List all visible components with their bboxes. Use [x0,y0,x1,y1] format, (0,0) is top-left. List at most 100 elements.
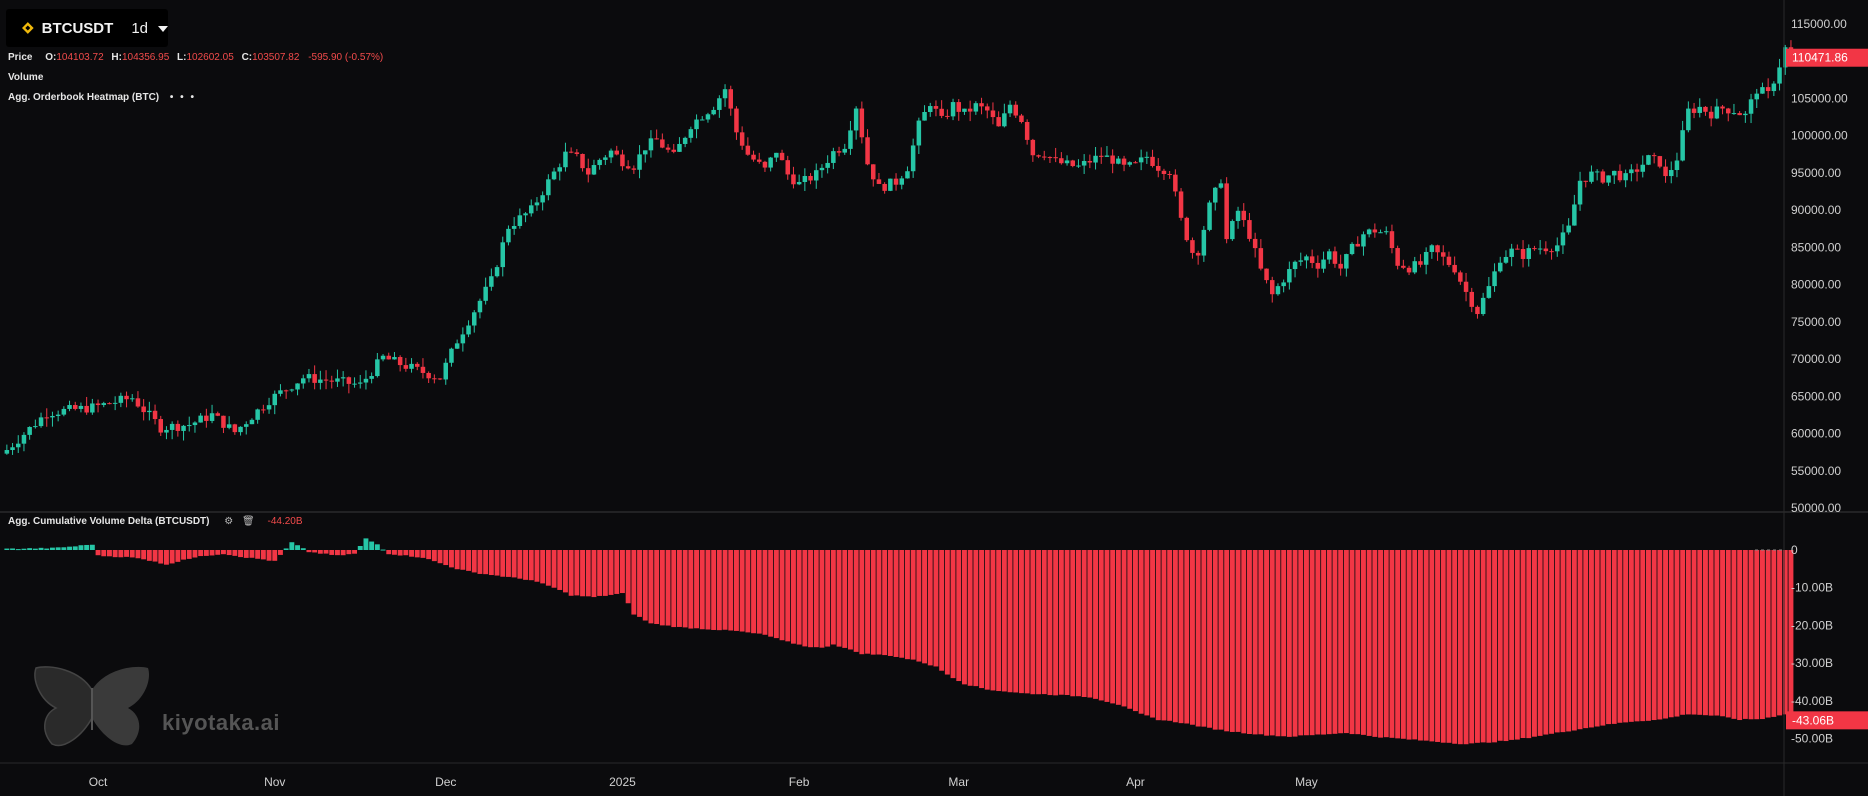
cvd-bar [1064,550,1070,695]
candle-body [61,408,67,415]
more-options-icon[interactable]: • • • [169,92,196,103]
settings-icon[interactable]: ⚙ [224,516,234,527]
cvd-bar [1019,550,1024,694]
candle-body [660,139,665,148]
candle-body [1423,251,1429,265]
cvd-bar [865,550,870,654]
cvd-bar [728,550,734,631]
candle-body [1361,234,1366,247]
cvd-bar [608,550,614,595]
candle-body [460,334,466,344]
cvd-bar [1429,550,1435,742]
cvd-bar [1366,550,1372,736]
cvd-bar [260,550,266,560]
cvd-bar [357,546,363,550]
candle-body [1771,83,1777,92]
candle-body [882,183,887,191]
cvd-bar [922,550,927,664]
candle-body [158,419,163,433]
cvd-bar [1560,550,1566,733]
candle-body [1418,261,1423,265]
candle-body [358,382,363,384]
candle-body [306,374,312,379]
candle-body [169,423,175,430]
cvd-bar [545,550,551,586]
cvd-bar [1480,550,1486,743]
cvd-bar [682,550,688,628]
candle-body [568,151,574,153]
cvd-bar [21,548,27,550]
candle-body [1315,262,1321,269]
cvd-bar [574,550,580,596]
candle-body [1133,162,1138,164]
cvd-bar [1133,550,1138,712]
candle-body [700,119,705,121]
cvd-bar [1058,550,1064,695]
candle-body [1572,204,1577,226]
candle-body [1281,282,1286,287]
candle-body [1634,169,1640,172]
cvd-bar [1195,550,1201,727]
candle-body [1327,251,1332,260]
cvd-bar [426,550,432,560]
candle-body [785,160,790,175]
cvd-bar [1343,550,1349,734]
candle-body [1480,297,1486,315]
candle-body [1503,256,1509,263]
cvd-bar [61,547,67,550]
cvd-bar [1326,550,1332,735]
cvd-bar [129,550,135,558]
candle-body [586,168,591,175]
candle-body [654,138,659,140]
cvd-bar [1435,550,1440,742]
candle-body [1441,252,1446,257]
time-tick-label: Feb [789,775,810,789]
candle-body [688,129,694,138]
cvd-bar [1115,550,1121,705]
candle-body [112,402,118,404]
candle-body [1498,262,1503,272]
candle-body [1087,160,1093,163]
cvd-bar [956,550,962,682]
candle-body [637,154,642,170]
candle-body [1486,286,1492,298]
candle-body [1606,175,1611,183]
candle-body [1053,157,1058,159]
symbol-selector[interactable]: BTCUSDT 1d [6,9,168,47]
price-tick-label: 60000.00 [1791,427,1841,441]
candle-body [426,372,431,379]
timeframe-label[interactable]: 1d [131,19,148,37]
cvd-bar [1463,550,1469,745]
candle-body [1583,180,1588,182]
volume-legend[interactable]: Volume [8,72,44,83]
price-axis[interactable]: 115000.00110000.00105000.00100000.009500… [1791,17,1848,515]
candle-body [363,378,369,383]
cvd-bar [363,538,369,550]
cvd-bar [768,550,774,637]
heatmap-legend[interactable]: Agg. Orderbook Heatmap (BTC) • • • [8,92,196,103]
chevron-down-icon[interactable] [158,26,168,32]
cvd-bar [779,550,785,641]
candle-body [380,355,386,360]
candle-body [1537,248,1543,250]
cvd-bar [665,550,671,626]
cvd-bar [1497,550,1503,741]
time-axis[interactable]: Oct Nov Dec 2025 Feb Mar Apr May [89,775,1318,789]
cvd-bar [209,550,215,556]
candle-body [340,377,346,379]
candle-body [1691,108,1697,113]
cvd-bar [186,550,192,559]
candle-body [979,103,984,107]
delete-icon[interactable]: 🗑 [242,516,255,527]
cvd-bar [329,550,335,555]
cvd-bar [905,550,910,660]
cvd-bar [1355,550,1361,735]
cvd-bar [1708,550,1714,716]
cvd-bars [4,538,1794,745]
candle-body [164,429,169,433]
cvd-bar [181,550,186,560]
cvd-axis[interactable]: 0 -10.00B -20.00B -30.00B -40.00B -50.00B [1791,543,1833,746]
cvd-bar [825,550,831,647]
cvd-bar [1549,550,1554,734]
